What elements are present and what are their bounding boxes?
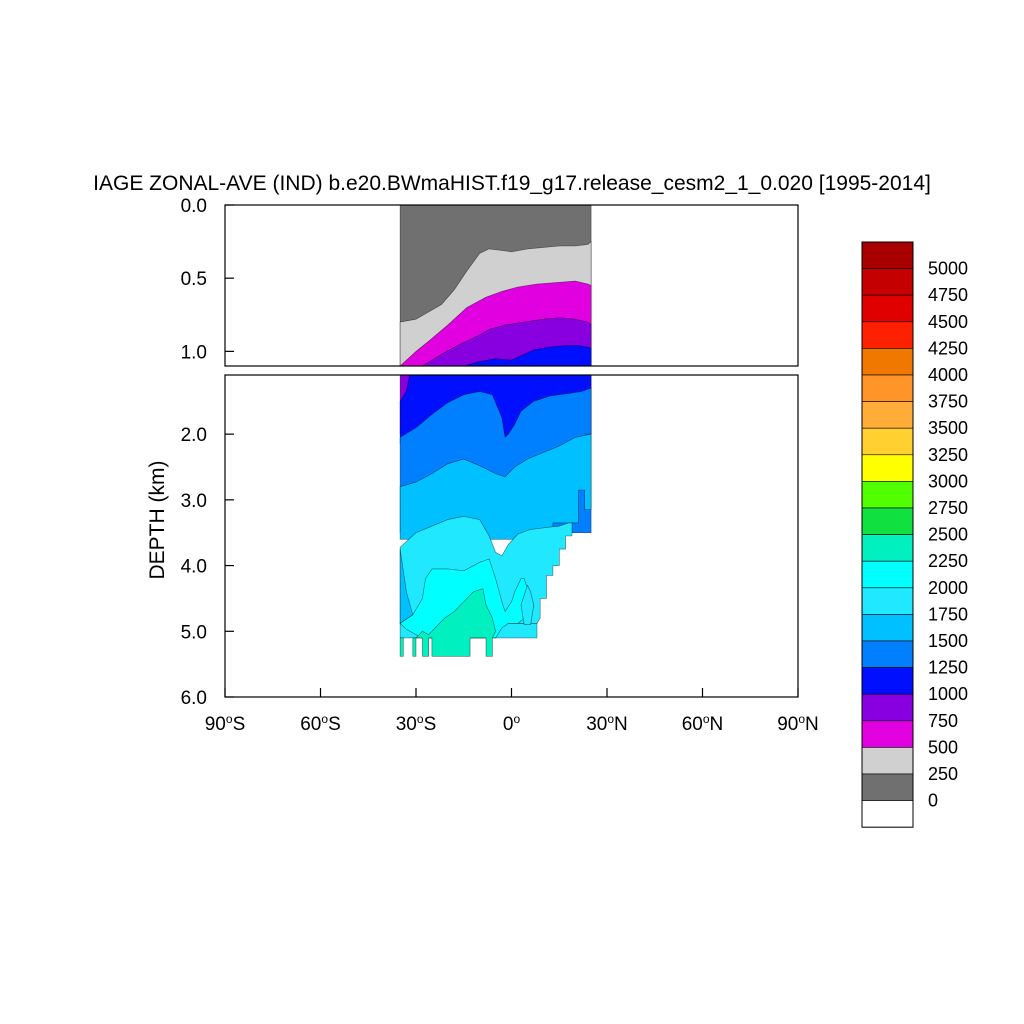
colorbar-swatch-16: [861, 667, 914, 695]
colorbar-label-1500: 1500: [928, 631, 968, 651]
band-2250-2500-10: [399, 637, 404, 657]
band-2250-2500-11: [412, 637, 417, 657]
y-tick-label-lower-4.0: 4.0: [181, 557, 207, 578]
upper-panel-frame: [224, 204, 799, 367]
x-tick-label-60: 60oN: [682, 712, 724, 735]
colorbar-label-3500: 3500: [928, 418, 968, 438]
colorbar-label-3750: 3750: [928, 392, 968, 412]
colorbar-swatch-18: [861, 720, 914, 748]
colorbar-label-4000: 4000: [928, 365, 968, 385]
colorbar-swatch-17: [861, 693, 914, 722]
colorbar-label-4750: 4750: [928, 285, 968, 305]
y-axis: 0.0 0.5 1.0 2.0 3.0 4.0 5.0 6.0: [181, 196, 234, 709]
x-axis: 90oS 60oS 30oS 0o 30oN 60oN 90oN: [205, 688, 819, 735]
band-1000-1250: [463, 345, 592, 367]
colorbar-swatch-14: [861, 614, 914, 642]
colorbar-label-0: 0: [928, 791, 938, 811]
colorbar-label-4500: 4500: [928, 312, 968, 332]
y-tick-label-lower-2.0: 2.0: [181, 425, 207, 446]
colorbar-swatch-4: [861, 348, 914, 376]
y-axis-label: DEPTH (km): [146, 461, 169, 580]
colorbar-swatch-13: [861, 587, 914, 615]
colorbar-swatch-2: [861, 294, 914, 323]
y-tick-label-upper-0.0: 0.0: [181, 196, 207, 217]
chart-title: IAGE ZONAL-AVE (IND) b.e20.BWmaHIST.f19_…: [93, 172, 931, 195]
colorbar-label-2000: 2000: [928, 578, 968, 598]
colorbar-swatch-15: [861, 640, 914, 668]
colorbar-swatch-20: [861, 773, 914, 801]
band-1750-2000-8: [520, 584, 535, 626]
y-tick-label-upper-1.0: 1.0: [181, 342, 207, 363]
upper-panel-data: [399, 204, 592, 367]
x-tick-label--30: 30oS: [396, 712, 437, 735]
colorbar-label-2750: 2750: [928, 498, 968, 518]
y-tick-label-lower-3.0: 3.0: [181, 491, 207, 512]
colorbar-swatch-7: [861, 427, 914, 456]
colorbar: 5000475045004250400037503500325030002750…: [861, 241, 968, 828]
x-tick-label--90: 90oS: [205, 712, 246, 735]
y-tick-label-lower-6.0: 6.0: [181, 688, 207, 709]
colorbar-label-2250: 2250: [928, 551, 968, 571]
colorbar-label-1750: 1750: [928, 604, 968, 624]
band-2000-2250-7: [399, 558, 528, 639]
y-tick-label-lower-5.0: 5.0: [181, 622, 207, 643]
colorbar-swatch-3: [861, 321, 914, 349]
x-tick-label-90: 90oN: [777, 712, 819, 735]
colorbar-swatch-11: [861, 534, 914, 562]
band-2250-2500-9: [415, 588, 496, 657]
colorbar-label-1000: 1000: [928, 684, 968, 704]
colorbar-label-3000: 3000: [928, 471, 968, 491]
x-tick-label-30: 30oN: [586, 712, 628, 735]
colorbar-label-3250: 3250: [928, 445, 968, 465]
x-tick-label--60: 60oS: [300, 712, 341, 735]
x-tick-label-0: 0o: [503, 712, 521, 735]
colorbar-frame: [861, 241, 914, 828]
colorbar-label-2500: 2500: [928, 525, 968, 545]
colorbar-swatch-10: [861, 507, 914, 535]
colorbar-label-5000: 5000: [928, 259, 968, 279]
colorbar-label-250: 250: [928, 764, 958, 784]
colorbar-label-4250: 4250: [928, 338, 968, 358]
colorbar-swatch-9: [861, 481, 914, 509]
colorbar-swatch-1: [861, 268, 914, 296]
colorbar-swatch-5: [861, 374, 914, 402]
colorbar-swatch-8: [861, 454, 914, 482]
y-tick-label-upper-0.5: 0.5: [181, 269, 207, 290]
colorbar-label-750: 750: [928, 711, 958, 731]
colorbar-swatch-12: [861, 560, 914, 589]
colorbar-swatch-0: [861, 241, 914, 269]
colorbar-swatch-6: [861, 401, 914, 429]
colorbar-swatch-19: [861, 747, 914, 775]
colorbar-swatch-21: [861, 800, 914, 828]
colorbar-label-500: 500: [928, 737, 958, 757]
colorbar-label-1250: 1250: [928, 658, 968, 678]
lower-panel-data: [399, 374, 592, 657]
